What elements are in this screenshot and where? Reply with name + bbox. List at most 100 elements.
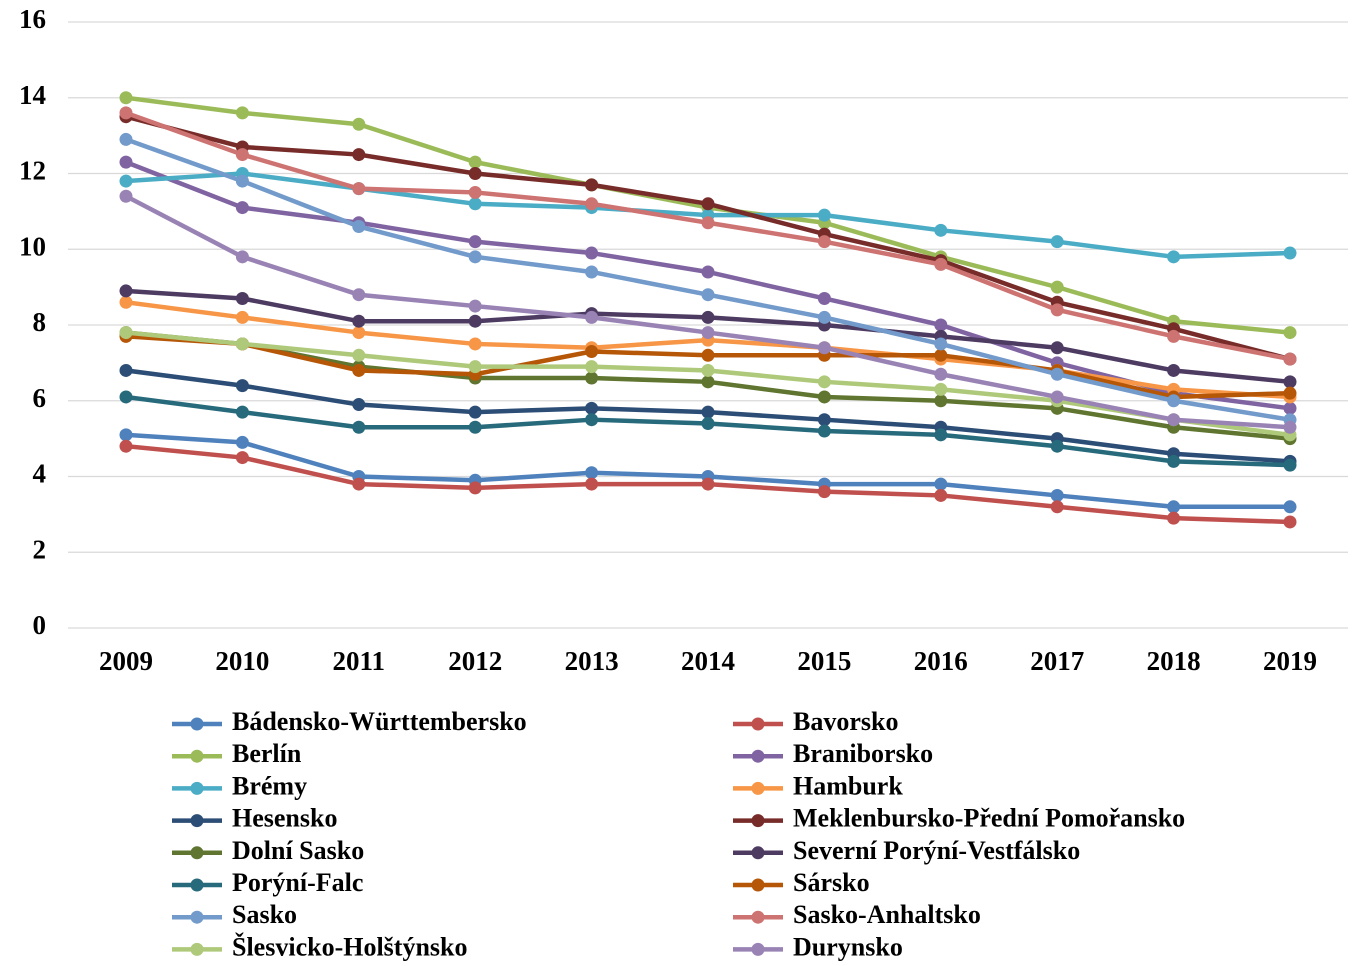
- legend-item: Hesensko: [172, 804, 337, 833]
- legend-item: Dolní Sasko: [172, 836, 364, 865]
- data-point: [1050, 390, 1064, 404]
- legend-marker: [190, 910, 204, 924]
- data-point: [468, 167, 482, 180]
- data-point: [235, 174, 249, 188]
- data-point: [1283, 500, 1297, 514]
- legend-marker: [190, 717, 204, 731]
- legend-marker: [751, 781, 765, 795]
- data-point: [468, 155, 482, 169]
- data-point: [352, 326, 366, 340]
- data-point: [119, 132, 133, 146]
- data-point: [934, 394, 948, 408]
- data-point: [119, 390, 133, 404]
- data-point: [119, 106, 133, 120]
- data-point: [585, 477, 599, 491]
- x-tick-label: 2012: [448, 646, 502, 676]
- data-point: [585, 466, 599, 480]
- legend-label: Sasko-Anhaltsko: [793, 900, 981, 929]
- data-point: [119, 428, 133, 442]
- data-point: [1167, 500, 1181, 514]
- data-point: [701, 216, 715, 230]
- data-point: [468, 250, 482, 264]
- data-point: [585, 360, 599, 374]
- data-point: [468, 197, 482, 211]
- legend-marker: [190, 814, 204, 828]
- legend-label: Bádensko-Württembersko: [232, 707, 527, 736]
- data-point: [468, 420, 482, 434]
- legend-label: Severní Porýní-Vestfálsko: [793, 836, 1080, 865]
- data-point: [1283, 326, 1297, 340]
- legend-item: Sasko: [172, 900, 297, 929]
- data-point: [934, 348, 948, 362]
- data-point: [585, 310, 599, 324]
- data-point: [934, 337, 948, 351]
- data-point: [119, 155, 133, 169]
- data-point: [934, 318, 948, 332]
- data-point: [934, 382, 948, 396]
- legend-marker: [751, 814, 765, 828]
- data-point: [1050, 303, 1064, 317]
- legend-label: Braniborsko: [793, 739, 933, 768]
- data-point: [1283, 515, 1297, 529]
- legend-marker: [751, 749, 765, 763]
- legend-item: Braniborsko: [733, 739, 933, 768]
- data-point: [235, 379, 249, 393]
- data-point: [934, 477, 948, 491]
- data-point: [468, 235, 482, 249]
- data-point: [1050, 280, 1064, 294]
- legend-label: Šlesvicko-Holštýnsko: [232, 932, 468, 961]
- legend-marker: [190, 878, 204, 892]
- data-point: [352, 348, 366, 362]
- legend-marker: [751, 717, 765, 731]
- x-tick-label: 2019: [1263, 646, 1317, 676]
- data-point: [352, 420, 366, 434]
- data-point: [352, 220, 366, 234]
- data-point: [1050, 235, 1064, 249]
- data-point: [119, 295, 133, 309]
- legend-label: Durynsko: [793, 932, 903, 961]
- data-point: [934, 488, 948, 502]
- data-point: [1050, 488, 1064, 502]
- legend-marker: [190, 781, 204, 795]
- legend-label: Brémy: [232, 771, 307, 800]
- data-point: [352, 314, 366, 328]
- data-point: [701, 310, 715, 324]
- legend-item: Sasko-Anhaltsko: [733, 900, 981, 929]
- data-point: [1050, 341, 1064, 355]
- data-point: [468, 360, 482, 374]
- data-point: [701, 288, 715, 302]
- data-point: [817, 375, 831, 389]
- legend-marker: [190, 749, 204, 763]
- data-point: [468, 481, 482, 495]
- data-point: [1283, 458, 1297, 472]
- x-tick-label: 2010: [215, 646, 269, 676]
- data-point: [817, 341, 831, 355]
- data-point: [352, 363, 366, 377]
- legend-item: Porýní-Falc: [172, 868, 363, 897]
- legend-item: Meklenbursko-Přední Pomořansko: [733, 804, 1185, 833]
- data-point: [817, 291, 831, 305]
- legend-item: Durynsko: [733, 932, 903, 961]
- y-tick-label: 8: [33, 307, 47, 337]
- data-point: [585, 401, 599, 415]
- data-point: [585, 371, 599, 385]
- legend-label: Sasko: [232, 900, 297, 929]
- data-point: [1050, 500, 1064, 514]
- data-point: [352, 477, 366, 491]
- x-tick-label: 2009: [99, 646, 153, 676]
- data-point: [817, 235, 831, 249]
- legend-item: Hamburk: [733, 771, 903, 800]
- legend-item: Bavorsko: [733, 707, 898, 736]
- legend-label: Bavorsko: [793, 707, 898, 736]
- data-point: [585, 265, 599, 279]
- data-point: [1167, 363, 1181, 377]
- data-point: [1283, 420, 1297, 434]
- x-tick-label: 2014: [681, 646, 735, 676]
- data-point: [235, 337, 249, 351]
- data-point: [1167, 511, 1181, 525]
- data-point: [352, 288, 366, 302]
- data-point: [235, 291, 249, 305]
- data-point: [817, 424, 831, 438]
- data-point: [235, 451, 249, 465]
- data-point: [119, 174, 133, 188]
